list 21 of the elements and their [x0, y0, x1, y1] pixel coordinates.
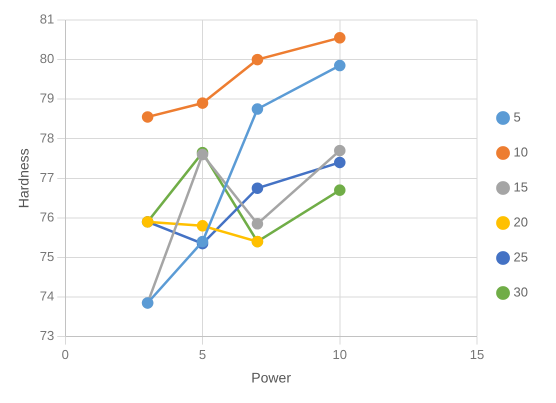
y-tick-label: 73 — [40, 328, 54, 344]
y-tick-label: 77 — [40, 170, 54, 185]
y-tick-label: 75 — [40, 249, 54, 264]
x-axis-title: Power — [251, 369, 292, 386]
y-tick-label: 81 — [40, 12, 54, 27]
legend-label: 20 — [514, 214, 528, 230]
x-tick-label: 0 — [62, 346, 69, 362]
y-tick-label: 80 — [40, 51, 54, 66]
legend-label: 15 — [514, 180, 528, 195]
legend-label: 5 — [514, 110, 521, 125]
y-tick-label: 76 — [40, 209, 54, 224]
legend-label: 30 — [514, 284, 528, 300]
y-tick-label: 78 — [40, 130, 54, 146]
x-tick-label: 15 — [470, 346, 484, 362]
x-tick-label: 5 — [198, 346, 206, 362]
y-tick-label: 74 — [40, 288, 54, 304]
x-tick-label: 10 — [332, 346, 348, 362]
legend-label: 25 — [514, 250, 528, 265]
legend-label: 10 — [514, 144, 528, 160]
y-tick-label: 79 — [40, 90, 54, 106]
y-axis-title: Hardness — [15, 148, 32, 208]
